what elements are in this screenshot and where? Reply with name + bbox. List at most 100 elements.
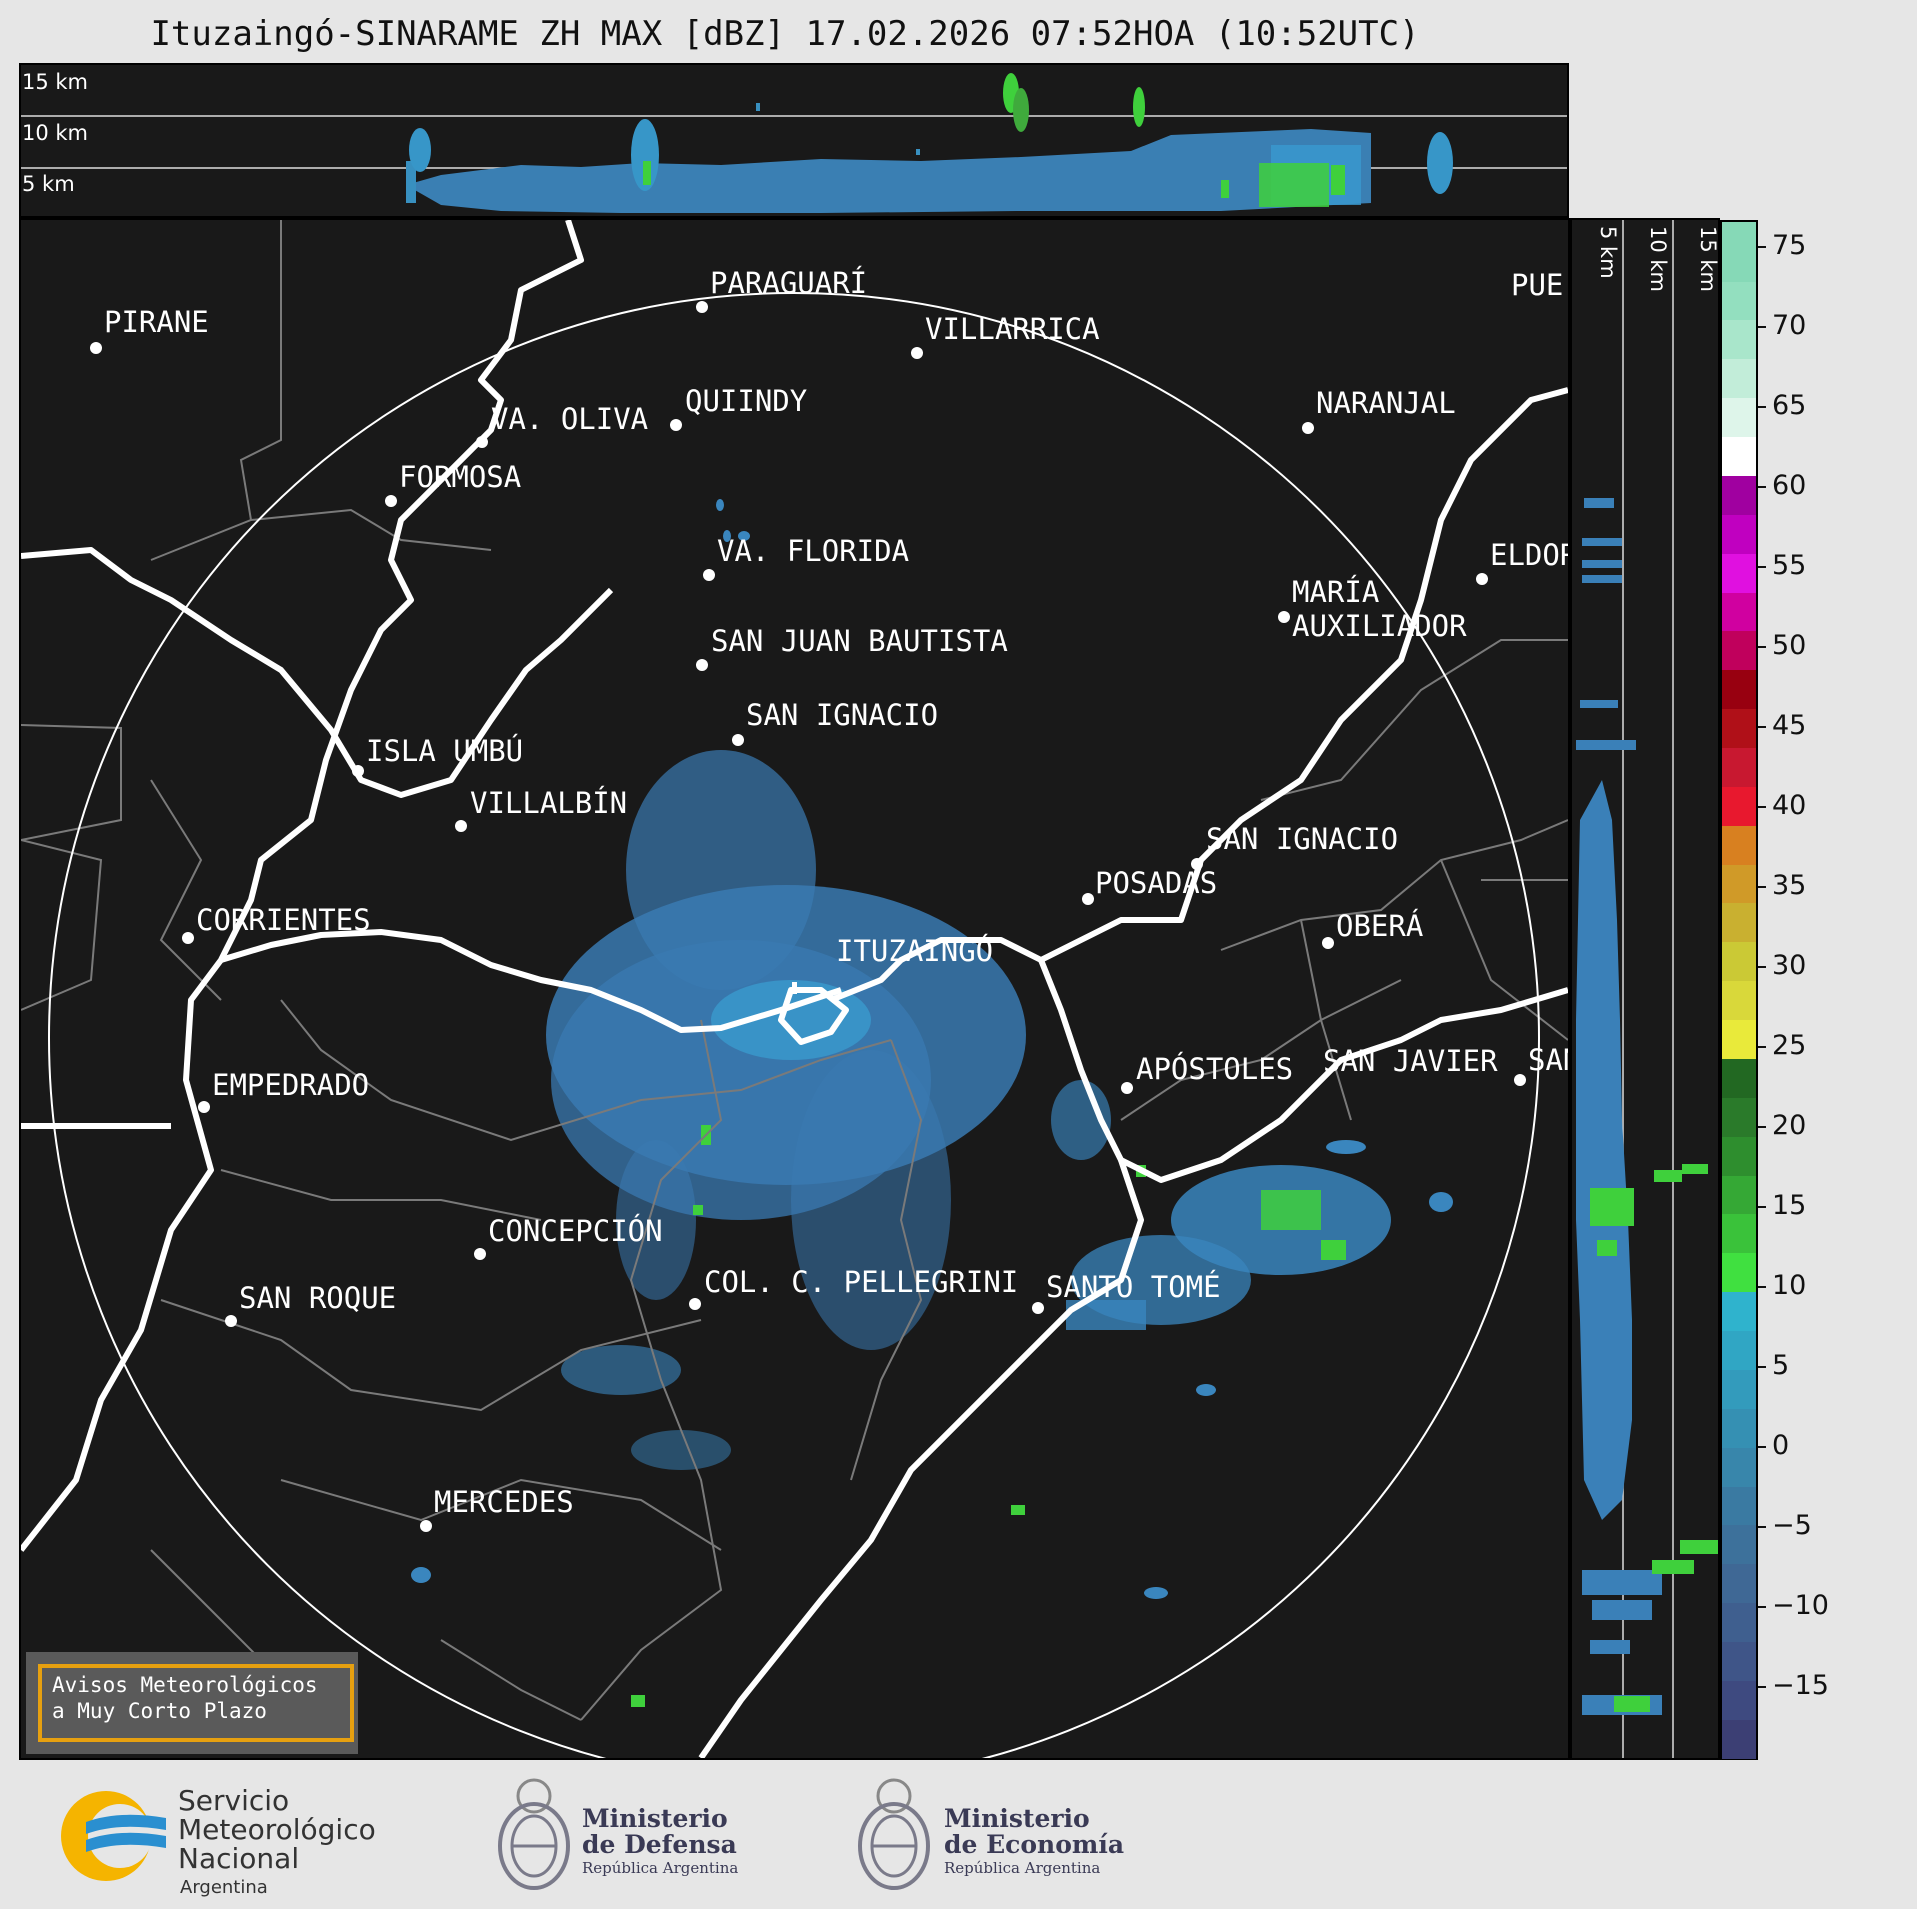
colorbar-step: [1722, 708, 1756, 748]
colorbar-step: [1722, 1019, 1756, 1059]
colorbar-step: [1722, 863, 1756, 904]
defensa-coat-of-arms-icon: [498, 1778, 570, 1890]
colorbar-step: [1722, 553, 1756, 593]
colorbar-step: [1722, 358, 1756, 399]
map-title: Ituzaingó-SINARAME ZH MAX [dBZ] 17.02.20…: [150, 14, 1420, 54]
city-label: FORMOSA: [399, 460, 522, 494]
colorbar-step: [1722, 941, 1756, 982]
colorbar-step: [1722, 1719, 1756, 1759]
colorbar-tick-label: 45: [1758, 712, 1806, 739]
colorbar-step: [1722, 1097, 1756, 1137]
defensa-line2: de Defensa: [582, 1830, 737, 1859]
colorbar-step: [1722, 397, 1756, 437]
city-label: MERCEDES: [434, 1485, 574, 1519]
alert-box-line1: Avisos Meteorológicos: [52, 1673, 318, 1697]
city-label: VA. OLIVA: [491, 402, 649, 436]
alert-box-line2: a Muy Corto Plazo: [52, 1699, 267, 1723]
city-label: EMPEDRADO: [212, 1068, 370, 1102]
colorbar-tick-label: −15: [1758, 1672, 1829, 1699]
colorbar-tick-label: 55: [1758, 552, 1806, 579]
city-label: PARAGUARÍ: [710, 266, 868, 300]
city-label: ITUZAINGÓ: [836, 934, 994, 968]
colorbar-step: [1722, 1174, 1756, 1215]
city-label: POSADAS: [1095, 866, 1218, 900]
radar-map: PARAGUARÍ VILLARRICA PIRANE QUIINDY VA. …: [19, 218, 1570, 1760]
colorbar-step: [1722, 1680, 1756, 1720]
city-label: ELDOR: [1490, 538, 1570, 572]
city-label: SAN ROQUE: [239, 1281, 397, 1315]
smn-line2: Meteorológico: [178, 1813, 376, 1846]
colorbar-step: [1722, 1252, 1756, 1293]
city-label: PIRANE: [104, 305, 209, 339]
footer-logos: Servicio Meteorológico Nacional Argentin…: [0, 1760, 1917, 1909]
colorbar-step: [1722, 1330, 1756, 1370]
colorbar-step: [1722, 1563, 1756, 1604]
city-label: VA. FLORIDA: [717, 534, 910, 568]
colorbar-step: [1722, 1524, 1756, 1565]
city-label: MARÍA AUXILIADOR: [1292, 575, 1467, 643]
top-altitude-label-5km: 5 km: [22, 172, 75, 196]
colorbar-step: [1722, 980, 1756, 1021]
colorbar-tick-label: 10: [1758, 1272, 1806, 1299]
colorbar-tick-label: 60: [1758, 472, 1806, 499]
city-label: SAN JUAN BAUTISTA: [711, 624, 1008, 658]
colorbar-tick-label: 50: [1758, 632, 1806, 659]
colorbar-cap: [1722, 222, 1756, 242]
colorbar-tick-label: 30: [1758, 952, 1806, 979]
city-label: COL. C. PELLEGRINI: [704, 1265, 1019, 1299]
colorbar-tick-label: 20: [1758, 1112, 1806, 1139]
colorbar-step: [1722, 1408, 1756, 1448]
smn-country: Argentina: [180, 1877, 268, 1898]
province-boundaries: [21, 220, 1568, 1721]
colorbar-step: [1722, 475, 1756, 515]
economia-line2: de Economía: [944, 1830, 1125, 1859]
city-label: OBERÁ: [1336, 909, 1424, 943]
defensa-sub: República Argentina: [582, 1859, 739, 1877]
side-altitude-label-10km: 10 km: [1646, 226, 1670, 293]
colorbar-tick-label: 5: [1758, 1352, 1789, 1379]
city-label: ISLA UMBÚ: [366, 734, 524, 768]
alert-box-frame[interactable]: Avisos Meteorológicos a Muy Corto Plazo: [38, 1664, 354, 1742]
city-labels: PARAGUARÍ VILLARRICA PIRANE QUIINDY VA. …: [21, 220, 1568, 1758]
colorbar-step: [1722, 514, 1756, 554]
city-markers: [90, 301, 1526, 1532]
smn-logo-text: Servicio Meteorológico Nacional Argentin…: [178, 1786, 376, 1902]
colorbar-step: [1722, 786, 1756, 826]
colorbar-tick-label: 40: [1758, 792, 1806, 819]
colorbar-step: [1722, 1485, 1756, 1526]
colorbar-step: [1722, 280, 1756, 321]
colorbar-step: [1722, 1291, 1756, 1331]
rivers-and-borders: [21, 220, 1568, 1758]
city-label: VILLARRICA: [925, 312, 1100, 346]
dbz-colorbar: [1720, 220, 1758, 1760]
city-label: SAN JAVIER: [1323, 1044, 1498, 1078]
top-altitude-label-15km: 15 km: [22, 70, 89, 94]
economia-line1: Ministerio: [944, 1804, 1090, 1833]
colorbar-step: [1722, 1447, 1756, 1487]
colorbar-step: [1722, 669, 1756, 710]
city-label: SANTO TOMÉ: [1046, 1270, 1221, 1304]
top-cross-section-echoes: [21, 73, 1567, 213]
city-label: APÓSTOLES: [1136, 1052, 1294, 1086]
alert-box[interactable]: Avisos Meteorológicos a Muy Corto Plazo: [26, 1652, 358, 1754]
smn-line1: Servicio: [178, 1784, 290, 1817]
colorbar-step: [1722, 825, 1756, 865]
economia-sub: República Argentina: [944, 1859, 1101, 1877]
colorbar-step: [1722, 591, 1756, 632]
colorbar-step: [1722, 1058, 1756, 1098]
colorbar-tick-label: 65: [1758, 392, 1806, 419]
colorbar-tick-label: −10: [1758, 1592, 1829, 1619]
colorbar-step: [1722, 1641, 1756, 1681]
city-label: PUE: [1511, 268, 1564, 302]
city-label: SAN: [1528, 1043, 1568, 1077]
side-cross-section-panel: 5 km 10 km 15 km: [1570, 218, 1720, 1760]
economia-coat-of-arms-icon: [858, 1778, 930, 1890]
colorbar-tick-label: 75: [1758, 232, 1806, 259]
city-label: NARANJAL: [1316, 386, 1456, 420]
smn-line3: Nacional: [178, 1842, 300, 1875]
side-altitude-label-5km: 5 km: [1596, 226, 1620, 279]
colorbar-tick-label: 25: [1758, 1032, 1806, 1059]
colorbar-step: [1722, 242, 1756, 282]
smn-logo-icon: [61, 1791, 166, 1881]
range-ring: [48, 292, 1540, 1758]
